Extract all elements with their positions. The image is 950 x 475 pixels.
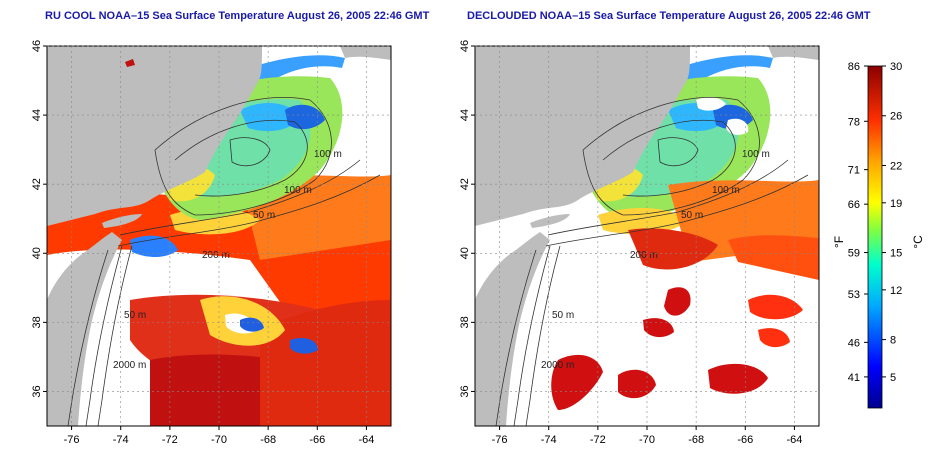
right-contour-label-200m: 200 m [630, 250, 658, 261]
right-lat-tick-label: 38 [459, 316, 471, 328]
fahrenheit-tick-label: 71 [848, 165, 860, 177]
left-contour-label-50m-south: 50 m [124, 310, 146, 321]
celsius-unit-label: °C [911, 235, 925, 249]
celsius-tick-label: 22 [890, 160, 902, 172]
colorbar-ticks: 86 78 71 66 59 53 46 41 30 26 22 19 15 12 8 5 [848, 61, 903, 384]
fahrenheit-tick-label: 66 [848, 199, 860, 211]
celsius-tick-label: 19 [890, 198, 902, 210]
left-lat-tick-label: 38 [31, 316, 43, 328]
celsius-tick-label: 12 [890, 285, 902, 297]
right-lon-tick-label: -70 [639, 434, 655, 446]
left-lon-tick-label: -72 [162, 434, 178, 446]
right-lon-tick-label: -68 [688, 434, 704, 446]
left-lon-tick-label: -64 [358, 434, 374, 446]
left-contour-label-200m: 200 m [202, 250, 230, 261]
right-contour-label-50m-south: 50 m [552, 310, 574, 321]
celsius-tick-label: 30 [890, 61, 902, 73]
right-contour-label-2000m: 2000 m [541, 360, 574, 371]
fahrenheit-tick-label: 78 [848, 116, 860, 128]
fahrenheit-tick-label: 53 [848, 289, 860, 301]
fahrenheit-unit-label: °F [832, 236, 846, 248]
left-lon-tick-label: -66 [309, 434, 325, 446]
fahrenheit-tick-label: 41 [848, 372, 860, 384]
left-lon-tick-label: -70 [211, 434, 227, 446]
right-lon-tick-label: -66 [737, 434, 753, 446]
left-lon-tick-label: -76 [64, 434, 80, 446]
right-lon-tick-label: -74 [541, 434, 557, 446]
left-lat-tick-label: 46 [31, 40, 43, 52]
right-lat-tick-label: 36 [459, 385, 471, 397]
right-contour-label-100m-mid: 100 m [712, 185, 740, 196]
fahrenheit-tick-label: 46 [848, 337, 860, 349]
celsius-tick-label: 8 [890, 335, 896, 347]
left-lon-tick-label: -68 [260, 434, 276, 446]
fahrenheit-tick-label: 59 [848, 248, 860, 260]
left-lat-tick-label: 44 [31, 109, 43, 121]
left-contour-label-100m-mid: 100 m [284, 185, 312, 196]
temperature-colorbar [867, 65, 883, 409]
right-lat-tick-label: 42 [459, 178, 471, 190]
left-lat-tick-label: 42 [31, 178, 43, 190]
right-lon-tick-label: -76 [492, 434, 508, 446]
left-contour-label-100m-east: 100 m [314, 149, 342, 160]
celsius-tick-label: 5 [890, 372, 896, 384]
right-contour-label-100m-east: 100 m [742, 149, 770, 160]
right-lon-tick-label: -64 [786, 434, 802, 446]
map-axes: -76 -74 -72 -70 -68 -66 -64 36 38 40 42 44 46 -76 -74 -… [31, 40, 819, 446]
celsius-tick-label: 26 [890, 111, 902, 123]
left-map-title: RU COOL NOAA–15 Sea Surface Temperature … [45, 10, 430, 22]
left-contour-label-2000m: 2000 m [113, 360, 146, 371]
right-map-title: DECLOUDED NOAA–15 Sea Surface Temperatur… [467, 10, 871, 22]
left-lon-tick-label: -74 [113, 434, 129, 446]
right-lat-tick-label: 40 [459, 247, 471, 259]
right-lon-tick-label: -72 [590, 434, 606, 446]
celsius-tick-label: 15 [890, 248, 902, 260]
left-lat-tick-label: 36 [31, 385, 43, 397]
right-contour-label-50m-shelf: 50 m [681, 210, 703, 221]
fahrenheit-tick-label: 86 [848, 61, 860, 73]
right-lat-tick-label: 46 [459, 40, 471, 52]
left-lat-tick-label: 40 [31, 247, 43, 259]
right-lat-tick-label: 44 [459, 109, 471, 121]
left-contour-label-50m-shelf: 50 m [253, 210, 275, 221]
